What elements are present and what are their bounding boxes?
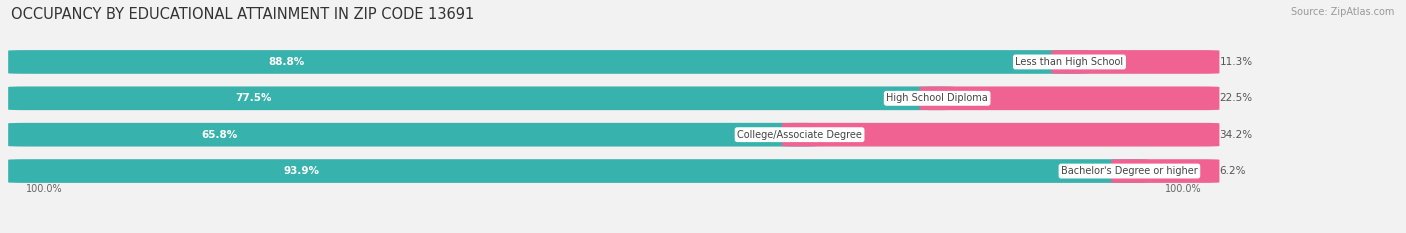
Text: 34.2%: 34.2%	[1219, 130, 1253, 140]
Text: 88.8%: 88.8%	[269, 57, 305, 67]
FancyBboxPatch shape	[1111, 159, 1219, 183]
FancyBboxPatch shape	[8, 123, 817, 147]
Text: High School Diploma: High School Diploma	[886, 93, 988, 103]
Text: 6.2%: 6.2%	[1219, 166, 1246, 176]
FancyBboxPatch shape	[8, 123, 1219, 147]
Text: 77.5%: 77.5%	[235, 93, 271, 103]
Text: Less than High School: Less than High School	[1015, 57, 1123, 67]
Text: College/Associate Degree: College/Associate Degree	[737, 130, 862, 140]
Text: 93.9%: 93.9%	[284, 166, 321, 176]
FancyBboxPatch shape	[1052, 50, 1219, 74]
FancyBboxPatch shape	[8, 159, 1147, 183]
FancyBboxPatch shape	[8, 50, 1088, 74]
FancyBboxPatch shape	[8, 159, 1219, 183]
FancyBboxPatch shape	[8, 86, 955, 110]
Text: OCCUPANCY BY EDUCATIONAL ATTAINMENT IN ZIP CODE 13691: OCCUPANCY BY EDUCATIONAL ATTAINMENT IN Z…	[11, 7, 474, 22]
Text: 100.0%: 100.0%	[25, 184, 62, 194]
Text: Bachelor's Degree or higher: Bachelor's Degree or higher	[1062, 166, 1198, 176]
FancyBboxPatch shape	[8, 86, 1219, 110]
FancyBboxPatch shape	[8, 50, 1219, 74]
Text: Source: ZipAtlas.com: Source: ZipAtlas.com	[1291, 7, 1395, 17]
FancyBboxPatch shape	[782, 123, 1219, 147]
Text: 65.8%: 65.8%	[201, 130, 238, 140]
FancyBboxPatch shape	[920, 86, 1219, 110]
Text: 11.3%: 11.3%	[1219, 57, 1253, 67]
Text: 22.5%: 22.5%	[1219, 93, 1253, 103]
Text: 100.0%: 100.0%	[1166, 184, 1202, 194]
